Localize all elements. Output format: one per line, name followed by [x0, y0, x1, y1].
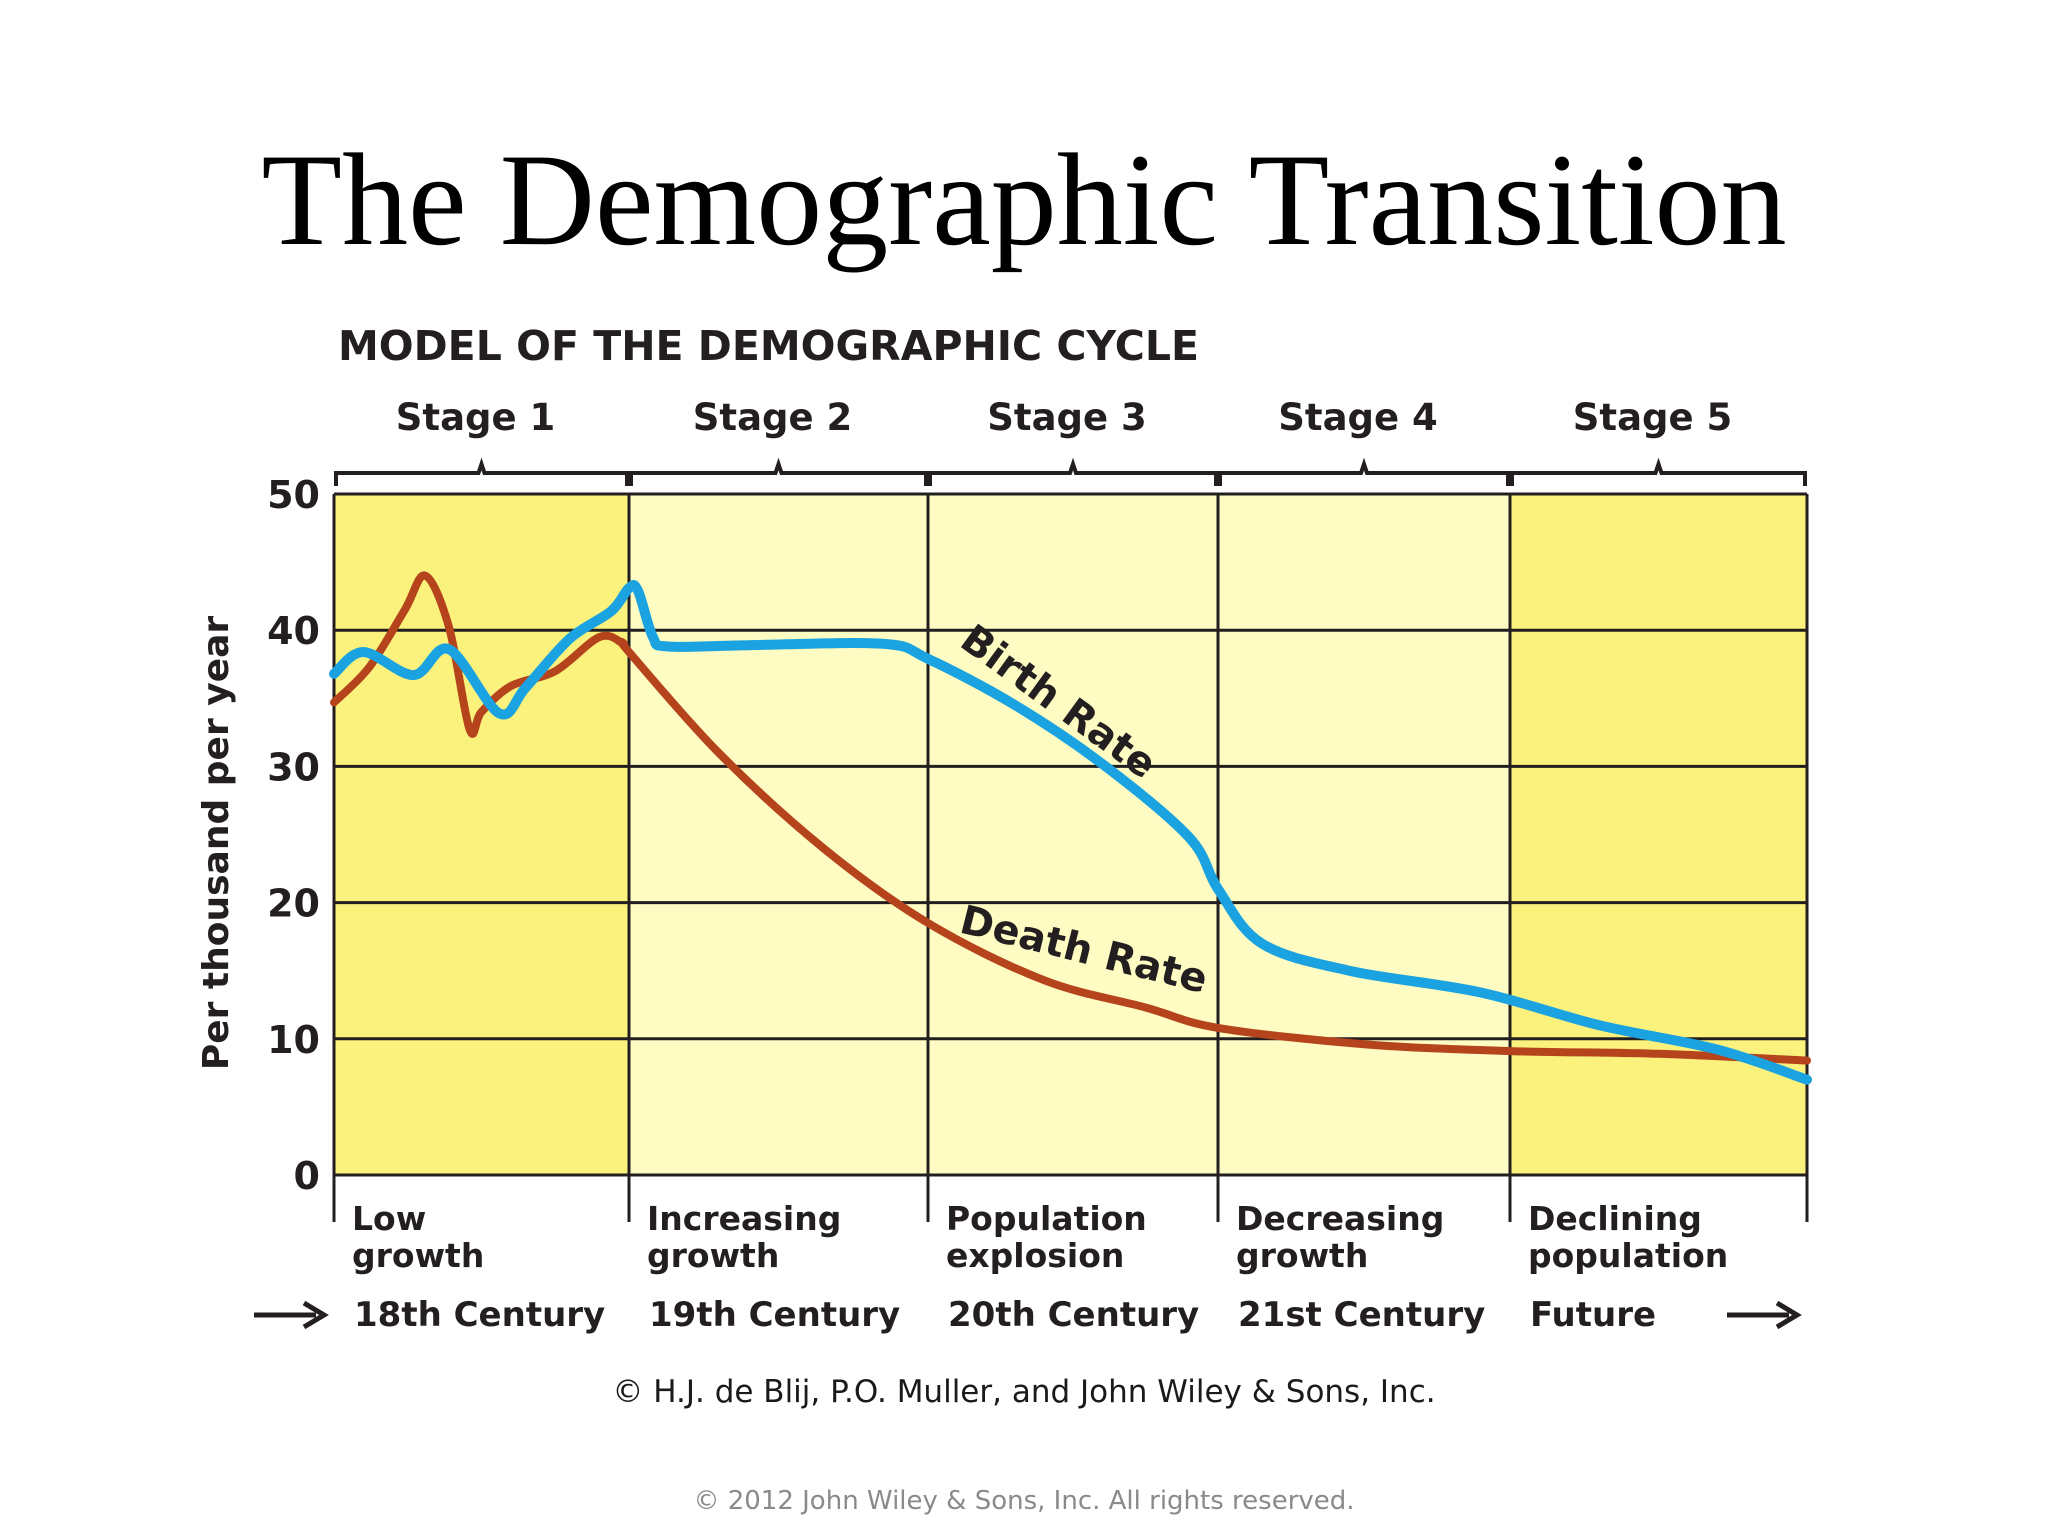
stage-label: Stage 3 — [987, 396, 1147, 439]
y-tick-label: 30 — [267, 745, 320, 789]
era-label: 20th Century — [948, 1295, 1199, 1335]
birth-rate-line — [329, 580, 1812, 1085]
stage-labels: Stage 1 Stage 2 Stage 3 Stage 4 Stage 5 — [396, 396, 1733, 439]
stage-bracket — [1510, 457, 1807, 486]
phase-label: Declining population — [1528, 1199, 1728, 1275]
stage-label: Stage 2 — [693, 396, 853, 439]
y-tick-label: 50 — [267, 473, 320, 517]
grid-lines — [332, 492, 1809, 1222]
stage-label: Stage 4 — [1278, 396, 1438, 439]
stage-label: Stage 5 — [1573, 396, 1733, 439]
series-lines — [329, 571, 1812, 1085]
phase-label: Low growth — [352, 1199, 484, 1275]
left-arrow-icon — [254, 1300, 329, 1330]
era-label: 18th Century — [354, 1295, 605, 1335]
y-tick-labels: 0 10 20 30 40 50 — [267, 473, 320, 1198]
stage-band — [334, 494, 629, 1175]
stage-brackets — [334, 457, 1807, 486]
slide-title: The Demographic Transition — [261, 126, 1787, 273]
era-label: 19th Century — [649, 1295, 900, 1335]
phase-label: Increasing growth — [647, 1199, 841, 1275]
era-labels: 18th Century 19th Century 20th Century 21st… — [354, 1295, 1656, 1335]
copyright-footer: © 2012 John Wiley & Sons, Inc. All right… — [693, 1486, 1355, 1516]
stage-band — [928, 494, 1218, 1175]
chart-subtitle: MODEL OF THE DEMOGRAPHIC CYCLE — [338, 322, 1199, 370]
stage-bracket — [928, 457, 1218, 486]
phase-label: Population explosion — [946, 1199, 1147, 1275]
chart-credit: © H.J. de Blij, P.O. Muller, and John Wi… — [612, 1374, 1436, 1410]
y-tick-label: 10 — [267, 1018, 320, 1062]
era-label: 21st Century — [1238, 1295, 1485, 1335]
death-rate-line — [330, 571, 1811, 1065]
right-arrow-icon — [1727, 1300, 1802, 1330]
stage-label: Stage 1 — [396, 396, 556, 439]
y-axis-title: Per thousand per year — [196, 616, 237, 1071]
y-tick-label: 40 — [267, 609, 320, 653]
phase-label: Decreasing growth — [1236, 1199, 1444, 1275]
phase-labels: Low growth Increasing growth Population explo… — [352, 1199, 1728, 1275]
stage-band — [1510, 494, 1807, 1175]
stage-band — [629, 494, 928, 1175]
stage-bracket — [334, 457, 629, 486]
y-tick-label: 0 — [294, 1154, 320, 1198]
era-label: Future — [1530, 1295, 1656, 1335]
stage-bracket — [629, 457, 928, 486]
stage-bands — [334, 494, 1807, 1175]
y-tick-label: 20 — [267, 882, 320, 926]
stage-bracket — [1218, 457, 1510, 486]
stage-band — [1218, 494, 1510, 1175]
